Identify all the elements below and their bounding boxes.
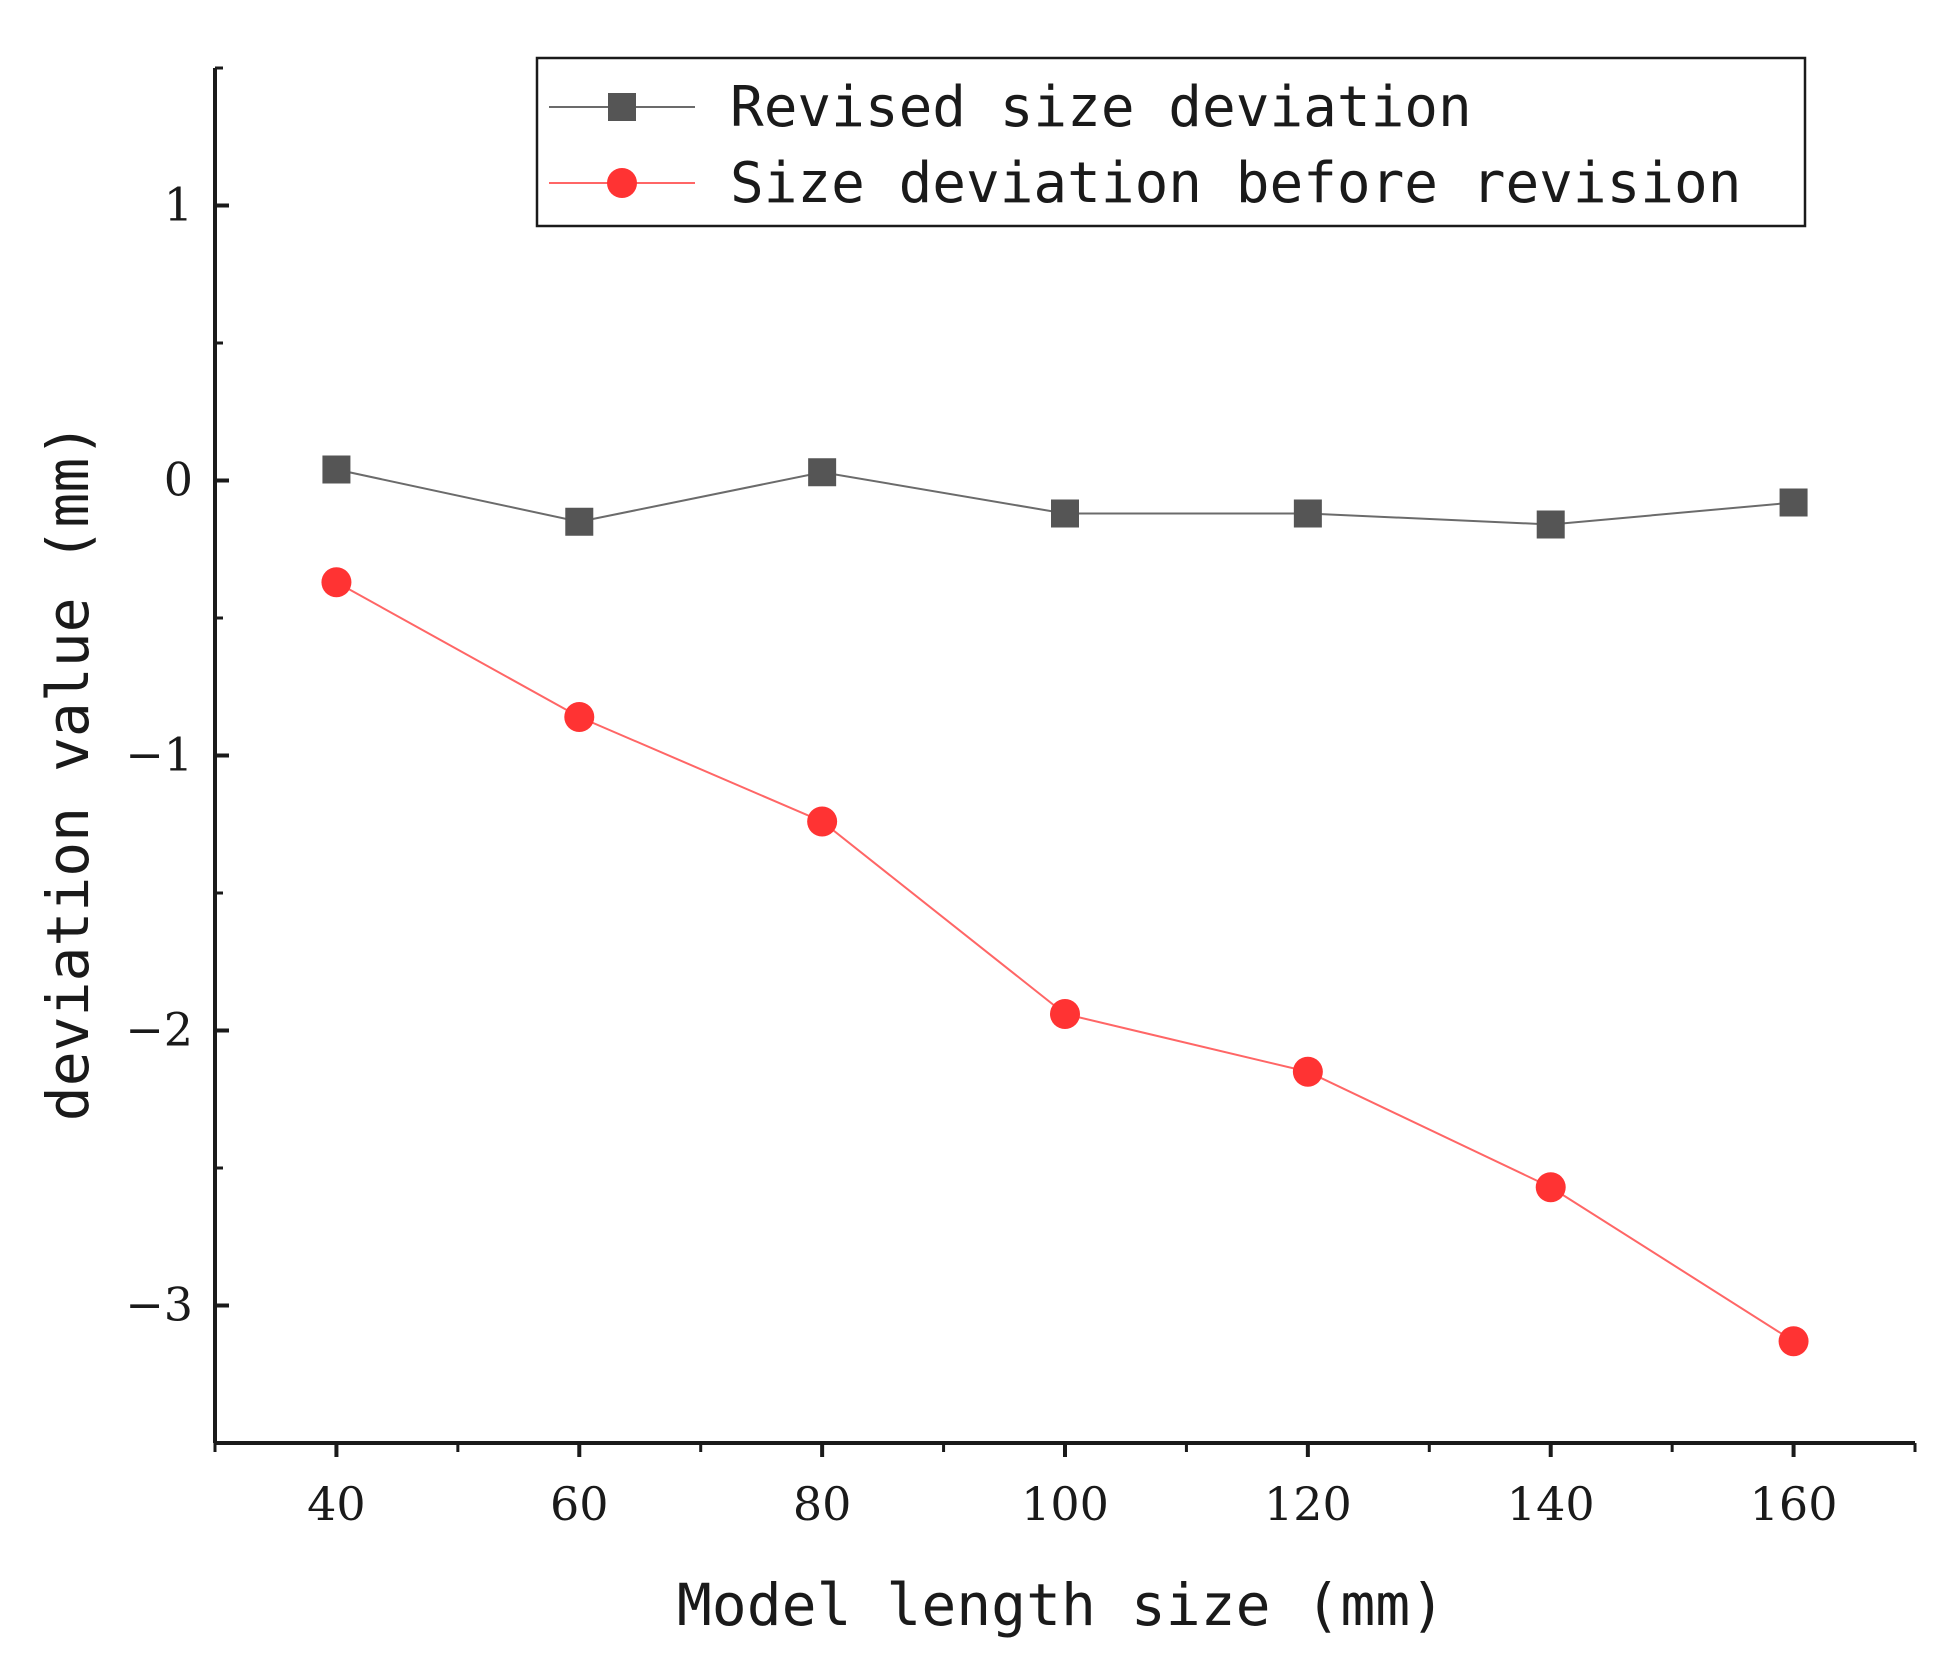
data-point-before-revision [807,806,838,837]
legend-items: Revised size deviation Size deviation bef… [549,75,1741,216]
legend-label-2: Size deviation before revision [730,151,1741,216]
y-tick-label: −1 [125,728,193,782]
legend: Revised size deviation Size deviation bef… [535,56,1807,228]
data-point-revised [808,458,837,487]
data-point-revised [1779,488,1808,517]
legend-box [535,56,1807,228]
x-tick-label: 80 [793,1477,852,1531]
y-axis-title: deviation value (mm) [34,423,102,1121]
x-tick-label: 60 [550,1477,609,1531]
x-ticks: 40 60 80 100 120 140 160 [213,1443,1917,1531]
data-point-before-revision [1535,1172,1566,1203]
legend-marker-circle [607,168,637,198]
x-tick-label: 160 [1750,1477,1838,1531]
y-tick-label: 0 [164,453,193,507]
data-point-revised [1536,510,1565,539]
x-tick-label: 100 [1021,1477,1109,1531]
y-ticks: 1 0 −1 −2 −3 [125,66,229,1445]
y-tick-label: 1 [164,178,193,232]
x-axis-title: Model length size (mm) [677,1571,1445,1639]
data-point-revised [1051,499,1079,528]
data-point-before-revision [1292,1056,1323,1087]
y-tick-label: −2 [125,1003,193,1057]
legend-label-1: Revised size deviation [730,75,1472,140]
y-tick-label: −3 [125,1278,193,1332]
axes: 1 0 −1 −2 −3 40 60 80 100 120 140 160 [125,66,1917,1531]
data-point-before-revision [564,702,595,732]
data-point-revised [322,455,351,484]
data-point-before-revision [1778,1326,1809,1357]
data-point-revised [1293,499,1322,528]
data-point-revised [565,507,594,536]
series-lines [335,468,1795,1343]
legend-marker-square [608,93,636,121]
data-point-before-revision [1050,999,1080,1029]
x-tick-label: 140 [1507,1477,1595,1531]
series-markers [321,455,1809,1357]
series-line-2 [335,581,1795,1343]
x-tick-label: 40 [307,1477,366,1531]
x-tick-label: 120 [1264,1477,1352,1531]
data-point-before-revision [321,567,352,598]
